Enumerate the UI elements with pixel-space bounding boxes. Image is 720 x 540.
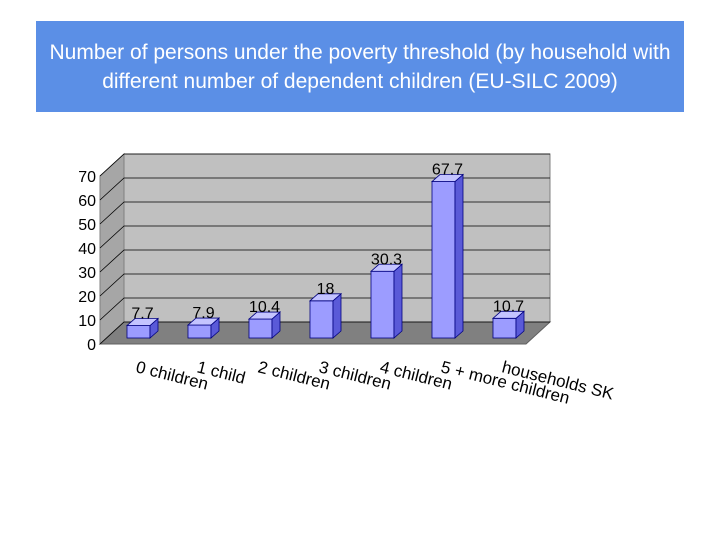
gridline [99,153,550,177]
bar-value-label: 7.9 [192,305,214,322]
gridline [99,177,550,201]
bar-side [332,292,342,339]
y-tick-label: 10 [78,313,96,330]
bar-value-label: 30.3 [371,251,402,268]
y-tick-label: 60 [78,193,96,210]
bar-top [186,317,221,326]
bar-top [247,311,282,320]
y-tick-label: 30 [78,265,96,282]
bar-value-label: 18 [317,281,335,298]
bar-front [492,317,517,339]
bar-front [126,325,151,339]
bar-value-label: 10.4 [249,299,280,316]
y-tick-label: 40 [78,241,96,258]
bar-front [248,318,273,339]
gridline [99,249,550,273]
gridline [99,297,550,321]
bar-front [309,300,334,339]
bar-value-label: 67.7 [432,162,463,179]
bar-front [370,270,395,339]
y-tick-label: 20 [78,289,96,306]
bar-top [125,318,160,326]
side-wall [99,152,125,346]
gridline [99,201,550,225]
bar-front [431,181,456,339]
y-tick-label: 50 [78,217,96,234]
chart-title: Number of persons under the poverty thre… [36,21,684,112]
y-tick-label: 0 [87,337,96,354]
bar-value-label: 10.7 [493,298,524,315]
gridline [99,273,550,297]
bar-side [454,173,464,339]
bar-top [491,310,526,319]
y-tick-label: 70 [78,169,96,186]
bar-value-label: 7.7 [131,306,153,323]
gridline [99,225,550,249]
bar-top [430,174,465,182]
gridline [99,321,550,345]
bar-top [369,263,404,272]
bar-side [393,263,403,339]
bar-top [308,293,343,302]
bar-front [187,324,212,339]
